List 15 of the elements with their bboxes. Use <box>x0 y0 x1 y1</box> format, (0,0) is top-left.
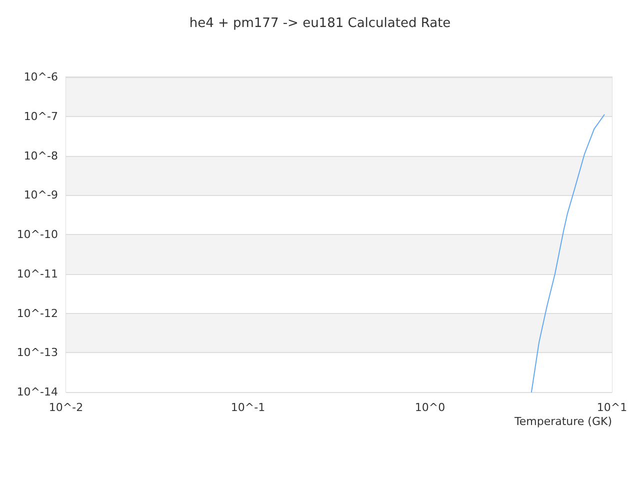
y-tick-label: 10^-12 <box>16 306 58 320</box>
y-tick-label: 10^-6 <box>24 70 58 84</box>
y-tick-label: 10^-7 <box>24 110 58 123</box>
x-tick-label: 10^-1 <box>230 401 266 414</box>
y-tick-label: 10^-8 <box>24 149 58 162</box>
y-tick-label: 10^-13 <box>16 346 58 360</box>
x-tick-label: 10^0 <box>414 401 446 414</box>
x-tick-label: 10^1 <box>596 401 628 414</box>
y-tick-label: 10^-9 <box>24 188 58 202</box>
x-axis-title: Temperature (GK) <box>514 415 612 428</box>
chart-title: he4 + pm177 -> eu181 Calculated Rate <box>189 16 451 31</box>
y-tick-label: 10^-14 <box>16 386 58 398</box>
x-tick-label: 10^-2 <box>48 401 84 414</box>
y-tick-label: 10^-11 <box>16 267 58 280</box>
y-tick-label: 10^-10 <box>16 228 58 241</box>
